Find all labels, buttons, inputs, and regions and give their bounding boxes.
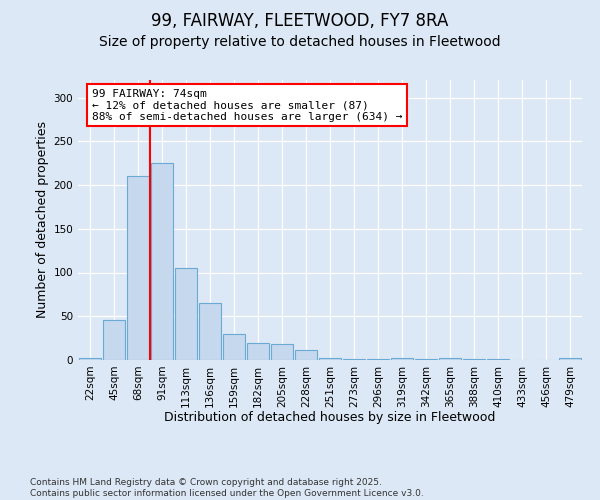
Bar (175, 268, 197, 360)
Text: 99 FAIRWAY: 74sqm
← 12% of detached houses are smaller (87)
88% of semi-detached: 99 FAIRWAY: 74sqm ← 12% of detached hous… (92, 89, 403, 122)
Bar (247, 342, 269, 360)
Text: Size of property relative to detached houses in Fleetwood: Size of property relative to detached ho… (99, 35, 501, 49)
Bar (151, 163, 173, 360)
Bar (295, 350, 317, 360)
Bar (487, 359, 509, 360)
Bar (415, 359, 437, 360)
Bar (343, 359, 365, 360)
Bar (559, 358, 581, 360)
Bar (223, 334, 245, 360)
Bar (439, 358, 461, 360)
X-axis label: Distribution of detached houses by size in Fleetwood: Distribution of detached houses by size … (164, 411, 496, 424)
Bar (103, 320, 125, 360)
Bar (463, 359, 485, 360)
Bar (127, 176, 149, 360)
Bar (271, 344, 293, 360)
Bar (79, 358, 101, 360)
Y-axis label: Number of detached properties: Number of detached properties (36, 122, 49, 318)
Text: 99, FAIRWAY, FLEETWOOD, FY7 8RA: 99, FAIRWAY, FLEETWOOD, FY7 8RA (151, 12, 449, 30)
Bar (319, 358, 341, 360)
Text: Contains HM Land Registry data © Crown copyright and database right 2025.
Contai: Contains HM Land Registry data © Crown c… (30, 478, 424, 498)
Bar (391, 358, 413, 360)
Bar (367, 359, 389, 360)
Bar (199, 303, 221, 360)
